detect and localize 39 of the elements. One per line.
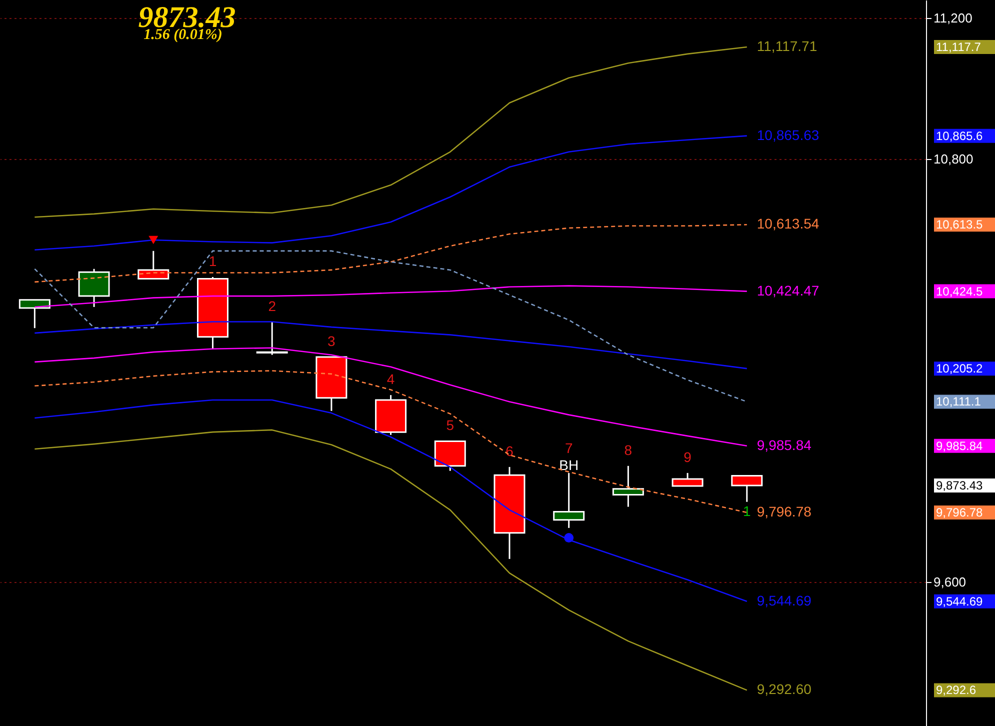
data-label: 9,796.78 — [756, 504, 812, 520]
text: 3 — [328, 333, 336, 350]
y2-tick-label: 10,613.5 — [936, 218, 984, 232]
data-label: 10,865.63 — [756, 126, 820, 143]
y2-tick-label: 9,873.43 — [936, 478, 984, 492]
y2-tick-label: 10,865.6 — [936, 128, 984, 143]
y2-tick-label: 9,796.78 — [936, 506, 984, 520]
y-tick-label: 10,800 — [934, 151, 974, 166]
text: 8 — [624, 442, 632, 458]
text: 9 — [684, 448, 692, 465]
annotation: 1 — [208, 253, 217, 270]
candlestick — [612, 465, 644, 508]
text: 5 — [446, 417, 454, 434]
y2-tick-label: 9,985.84 — [936, 438, 984, 453]
text: 4 — [386, 371, 395, 388]
y-tick-label: 9,600 — [934, 574, 966, 590]
line-series — [34, 250, 748, 402]
text: 1 — [743, 502, 751, 519]
data-label: 9,544.69 — [756, 592, 812, 608]
data-label: 10,424.47 — [756, 282, 820, 298]
line-series — [34, 46, 748, 218]
data-label: 10,613.54 — [756, 216, 820, 232]
candlestick — [256, 321, 288, 356]
text: 2 — [268, 298, 276, 314]
y2-tick-label: 11,117.7 — [936, 40, 982, 54]
y2-tick-label: 10,111.1 — [936, 394, 982, 409]
annotation: BH — [559, 456, 579, 473]
line-series — [34, 321, 748, 370]
y2-tick-label: 9,292.6 — [936, 683, 976, 698]
y2-tick-label: 9,544.69 — [936, 594, 984, 608]
line-series — [34, 224, 748, 283]
data-label: 11,117.71 — [756, 38, 818, 54]
data-label: 9,985.84 — [756, 436, 812, 453]
y-tick-label: 11,200 — [934, 10, 972, 26]
y2-tick-label: 10,205.2 — [936, 362, 984, 376]
text: 7 — [564, 440, 573, 456]
line-series — [34, 135, 748, 251]
data-label: 9,292.60 — [756, 681, 812, 698]
y2-tick-label: 10,424.5 — [936, 284, 984, 298]
